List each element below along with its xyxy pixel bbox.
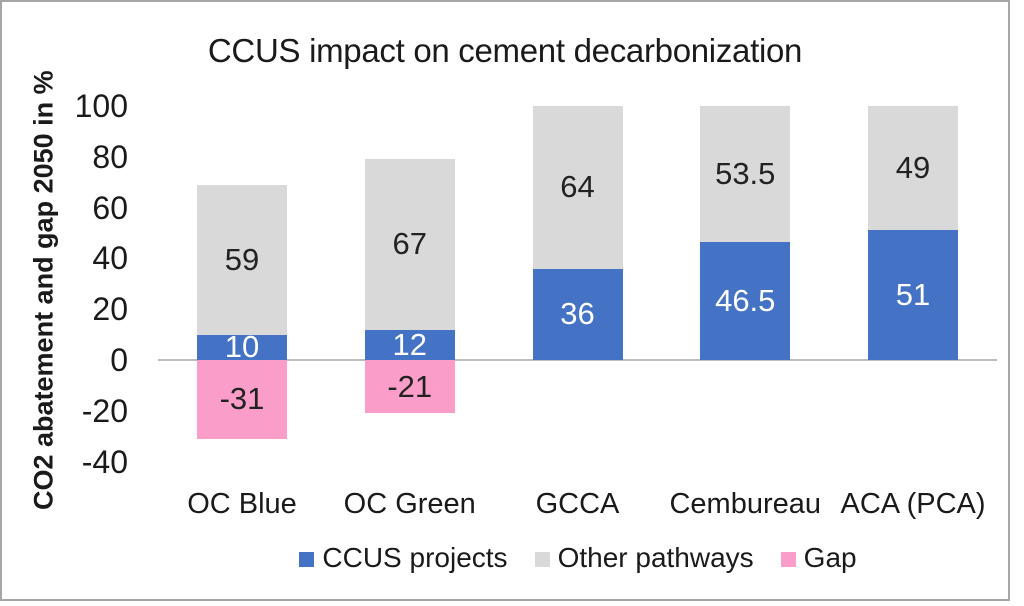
bar-segment-other-pathways: 59	[197, 184, 287, 335]
legend-item: Other pathways	[534, 542, 754, 574]
bar-value-label: 12	[392, 326, 427, 362]
legend-item: Gap	[780, 542, 857, 574]
bar-value-label: -21	[387, 368, 433, 404]
bar-segment-other-pathways: 67	[364, 159, 455, 330]
bar-value-label: 49	[895, 150, 931, 186]
bar-segment-gap: -21	[364, 360, 455, 414]
bar-segment-ccus-projects: 10	[197, 329, 287, 364]
legend-label: Other pathways	[557, 542, 754, 573]
bar-segment-ccus-projects: 46.5	[700, 241, 791, 360]
legend-item: CCUS projects	[299, 542, 508, 574]
x-category-label: ACA (PCA)	[840, 488, 986, 520]
bar-segment-gap: -31	[197, 360, 287, 439]
bar-segment-ccus-projects: 12	[364, 326, 455, 362]
y-tick-label: 0	[110, 342, 128, 378]
bar-value-label: 59	[224, 241, 260, 277]
bar-segment-other-pathways: 64	[532, 106, 623, 269]
bar-segment-ccus-projects: 36	[532, 268, 623, 360]
x-axis-line	[158, 359, 997, 361]
legend-swatch-other-pathways	[534, 551, 550, 567]
plot-area: 100 80 60 40 20 0 -20 -40 10 59 -31 OC Blue 12 67 -21 O…	[74, 88, 997, 520]
bar-value-label: 46.5	[715, 282, 776, 318]
legend-swatch-ccus-projects	[299, 551, 315, 567]
chart-title: CCUS impact on cement decarbonization	[207, 32, 803, 69]
legend-label: Gap	[803, 542, 857, 573]
y-tick-label: 60	[92, 189, 128, 226]
bar-segment-other-pathways: 53.5	[700, 106, 791, 242]
y-tick-label: 40	[92, 240, 128, 277]
y-tick-label: 80	[92, 138, 128, 175]
y-tick-label: -20	[81, 392, 128, 429]
bar-segment-other-pathways: 49	[868, 106, 958, 231]
bar-value-label: -31	[219, 381, 265, 417]
bar-segment-ccus-projects: 51	[868, 230, 958, 360]
y-tick-label: 100	[74, 88, 128, 124]
legend-swatch-gap	[780, 551, 796, 567]
x-category-label: Cembureau	[669, 488, 822, 520]
bar-value-label: 64	[560, 169, 595, 205]
bar-value-label: 67	[392, 226, 427, 262]
bar-value-label: 36	[560, 296, 595, 332]
x-category-label: OC Blue	[187, 488, 297, 520]
x-category-label: OC Green	[343, 488, 476, 520]
y-tick-label: 20	[92, 291, 128, 328]
legend-label: CCUS projects	[322, 542, 508, 573]
bar-value-label: 51	[895, 277, 931, 313]
x-category-label: GCCA	[535, 488, 620, 520]
legend: CCUS projects Other pathways Gap	[158, 540, 998, 576]
bar-value-label: 53.5	[715, 155, 776, 191]
y-tick-label: -40	[81, 443, 128, 480]
bar-value-label: 10	[224, 329, 260, 365]
y-axis-title: CO2 abatement and gap 2050 in %	[28, 70, 59, 510]
